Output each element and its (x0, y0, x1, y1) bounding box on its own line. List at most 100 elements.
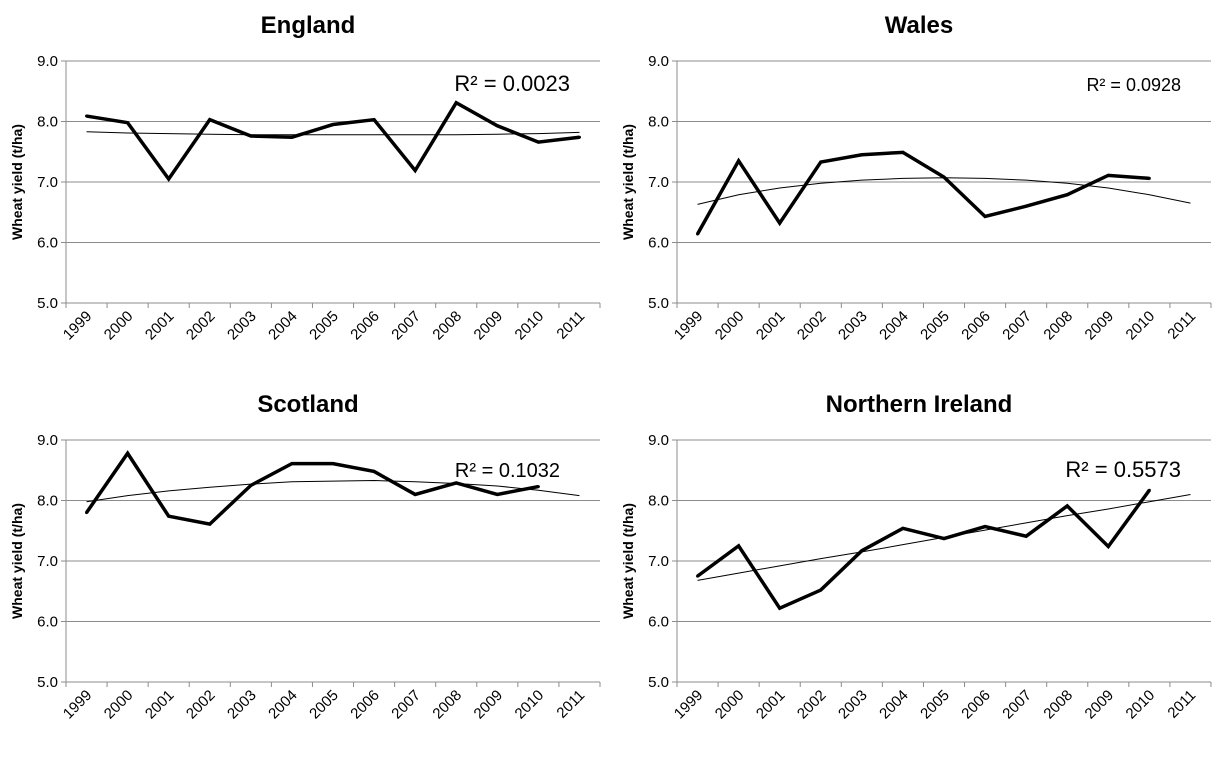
england-x-tick-label: 2004 (265, 308, 301, 344)
wales-x-tick-label: 1999 (671, 308, 707, 344)
england-y-tick-label: 8.0 (37, 114, 58, 131)
wales-data-point (737, 159, 741, 163)
wales-data-point (1065, 193, 1069, 197)
england-x-tick-label: 1999 (60, 308, 96, 344)
england-y-tick-label: 5.0 (37, 295, 58, 312)
england-x-tick-label: 2002 (183, 308, 219, 344)
wales-x-tick-label: 2007 (999, 308, 1035, 344)
england-x-tick-label: 2011 (553, 308, 588, 343)
england-y-tick-label: 9.0 (37, 53, 58, 70)
scotland-x-tick-label: 2009 (471, 687, 507, 723)
chart-scotland-svg: Scotland Wheat yield (t/ha) 5.0 6.0 7.0 8.0 9.… (9, 391, 601, 723)
scotland-x-tick-label: 2004 (265, 687, 301, 723)
wales-y-tick-label: 8.0 (648, 114, 669, 131)
england-y-tick-label: 7.0 (37, 174, 58, 191)
northern-ireland-data-point (696, 574, 700, 578)
england-data-point (372, 118, 376, 122)
northern-ireland-data-point (1147, 488, 1151, 492)
wales-y-axis-label: Wheat yield (t/ha) (620, 124, 636, 240)
england-data-point (454, 101, 458, 105)
northern-ireland-x-tick-label: 2001 (753, 687, 789, 723)
england-x-tick-label: 2005 (306, 308, 342, 344)
scotland-data-point (126, 451, 130, 455)
wales-data-point (983, 214, 987, 218)
northern-ireland-x-tick-label: 2010 (1123, 687, 1159, 723)
northern-ireland-r-squared-label: R² = 0.5573 (1065, 457, 1181, 482)
scotland-data-point (536, 485, 540, 489)
northern-ireland-x-tick-label: 2008 (1040, 687, 1076, 723)
wales-data-point (696, 232, 700, 236)
wales-data-point (1147, 176, 1151, 180)
scotland-y-axis-label: Wheat yield (t/ha) (9, 503, 25, 619)
northern-ireland-data-point (737, 544, 741, 548)
scotland-data-point (167, 514, 171, 518)
england-data-point (126, 121, 130, 125)
scotland-data-point (454, 481, 458, 485)
northern-ireland-data-point (1106, 544, 1110, 548)
wales-x-tick-label: 2009 (1082, 308, 1118, 344)
chart-england: England Wheat yield (t/ha) 5.0 6.0 7.0 8.0 9.0… (0, 0, 610, 378)
wales-x-tick-label: 2004 (876, 308, 912, 344)
scotland-y-tick-label: 8.0 (37, 493, 58, 510)
northern-ireland-data-point (778, 606, 782, 610)
scotland-x-tick-label: 2011 (553, 687, 588, 722)
scotland-title: Scotland (257, 391, 358, 418)
wales-data-point (1106, 173, 1110, 177)
scotland-y-tick-label: 7.0 (37, 553, 58, 570)
scotland-r-squared-label: R² = 0.1032 (455, 460, 560, 482)
wales-x-tick-label: 2006 (958, 308, 994, 344)
chart-scotland: Scotland Wheat yield (t/ha) 5.0 6.0 7.0 8.0 9.… (0, 379, 610, 757)
scotland-x-tick-label: 1999 (60, 687, 96, 723)
england-data-point (249, 134, 253, 138)
wales-x-tick-label: 2000 (712, 308, 748, 344)
wales-data-point (860, 153, 864, 157)
wales-x-tick-label: 2010 (1123, 308, 1159, 344)
wales-x-tick-label: 2008 (1040, 308, 1076, 344)
wales-x-tick-label: 2005 (917, 308, 953, 344)
wales-y-tick-label: 6.0 (648, 235, 669, 252)
scotland-x-tick-label: 2005 (306, 687, 342, 723)
scotland-y-tick-label: 5.0 (37, 674, 58, 691)
northern-ireland-x-tick-label: 2005 (917, 687, 953, 723)
england-data-point (495, 124, 499, 128)
england-data-point (331, 123, 335, 127)
england-y-axis-label: Wheat yield (t/ha) (9, 124, 25, 240)
wales-x-tick-label: 2003 (835, 308, 871, 344)
northern-ireland-y-tick-label: 8.0 (648, 493, 669, 510)
northern-ireland-x-tick-label: 2004 (876, 687, 912, 723)
england-x-tick-label: 2007 (388, 308, 424, 344)
wales-data-point (901, 150, 905, 154)
wales-x-tick-label: 2011 (1164, 308, 1199, 343)
northern-ireland-data-point (901, 526, 905, 530)
scotland-data-point (290, 462, 294, 466)
scotland-data-point (85, 511, 89, 515)
northern-ireland-data-point (860, 549, 864, 553)
scotland-x-tick-label: 2008 (429, 687, 465, 723)
wales-data-point (942, 175, 946, 179)
chart-northern-ireland: Northern Ireland Wheat yield (t/ha) 5.0 6.0… (611, 379, 1221, 757)
england-x-tick-label: 2010 (512, 308, 548, 344)
scotland-x-tick-label: 2002 (183, 687, 219, 723)
wales-y-tick-label: 7.0 (648, 174, 669, 191)
chart-wales: Wales Wheat yield (t/ha) 5.0 6.0 7.0 8.0 9.0 19… (611, 0, 1221, 378)
wales-x-tick-label: 2002 (794, 308, 830, 344)
wales-data-point (819, 160, 823, 164)
scotland-data-point (372, 469, 376, 473)
scotland-series-line (85, 450, 539, 526)
northern-ireland-x-tick-label: 2006 (958, 687, 994, 723)
northern-ireland-series-line (696, 489, 1151, 611)
northern-ireland-x-tick-label: 2007 (999, 687, 1035, 723)
england-data-point (85, 114, 89, 118)
northern-ireland-data-point (819, 588, 823, 592)
northern-ireland-y-tick-label: 5.0 (648, 674, 669, 691)
scotland-data-point (413, 492, 417, 496)
wales-x-tick-label: 2001 (753, 308, 789, 344)
england-trendline (86, 131, 580, 136)
england-data-point (167, 177, 171, 181)
scotland-data-point (249, 483, 253, 487)
northern-ireland-y-tick-label: 7.0 (648, 553, 669, 570)
scotland-x-tick-label: 2001 (142, 687, 178, 723)
northern-ireland-title: Northern Ireland (826, 391, 1013, 418)
england-x-tick-label: 2008 (429, 308, 465, 344)
northern-ireland-x-tick-label: 2011 (1164, 687, 1199, 722)
